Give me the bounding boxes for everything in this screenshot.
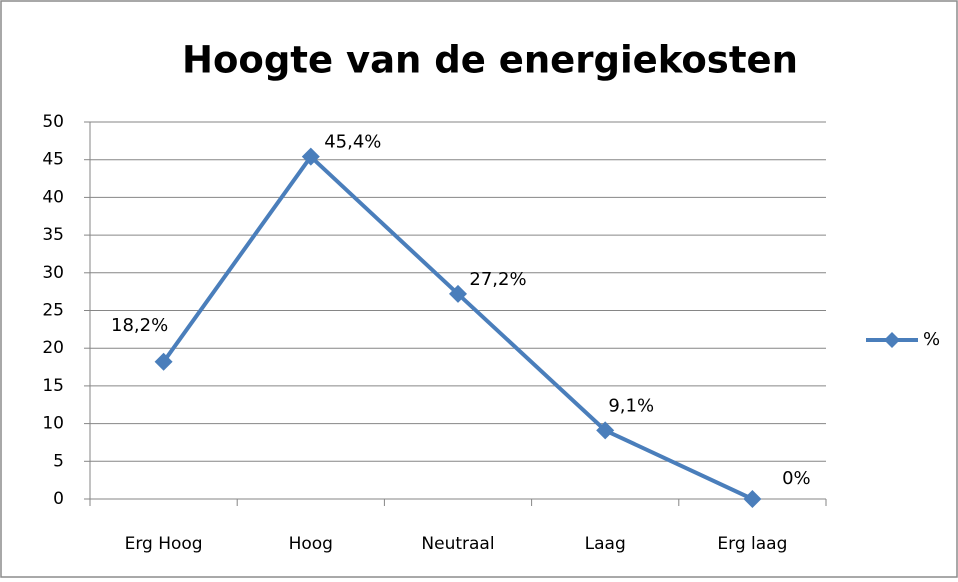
y-tick-label: 35 bbox=[42, 225, 64, 245]
chart-title: Hoogte van de energiekosten bbox=[182, 39, 798, 82]
y-tick-label: 25 bbox=[42, 301, 64, 321]
value-label: 45,4% bbox=[324, 132, 381, 153]
data-marker bbox=[596, 421, 615, 440]
data-marker bbox=[449, 284, 467, 303]
value-label: 18,2% bbox=[111, 315, 168, 336]
y-tick-label: 0 bbox=[53, 489, 64, 509]
value-label: 0% bbox=[782, 468, 811, 489]
y-tick-label: 10 bbox=[42, 414, 64, 434]
y-tick-label: 40 bbox=[42, 187, 64, 207]
value-label: 27,2% bbox=[469, 269, 526, 290]
data-marker bbox=[154, 352, 173, 371]
legend-label: % bbox=[923, 329, 940, 350]
y-tick-label: 20 bbox=[42, 338, 64, 358]
x-tick-label: Hoog bbox=[289, 534, 333, 554]
x-tick-label: Laag bbox=[585, 534, 626, 554]
y-tick-label: 30 bbox=[42, 263, 64, 283]
legend-marker bbox=[884, 332, 900, 348]
data-marker bbox=[301, 147, 320, 166]
y-tick-label: 5 bbox=[53, 451, 64, 471]
x-tick-label: Neutraal bbox=[421, 534, 494, 554]
y-tick-label: 15 bbox=[42, 376, 64, 396]
y-tick-label: 45 bbox=[42, 150, 64, 170]
y-tick-label: 50 bbox=[42, 112, 64, 132]
x-tick-label: Erg Hoog bbox=[125, 534, 203, 554]
data-marker bbox=[743, 490, 762, 508]
x-tick-label: Erg laag bbox=[717, 534, 787, 554]
value-label: 9,1% bbox=[608, 395, 654, 416]
